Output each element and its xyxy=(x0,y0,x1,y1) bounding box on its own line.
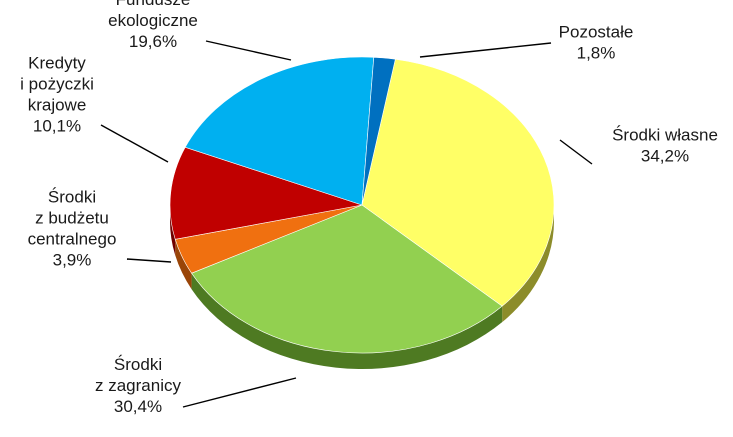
pie-side-0 xyxy=(502,205,554,323)
data-label-1: Środki z zagranicy 30,4% xyxy=(95,355,181,416)
data-label-value: 34,2% xyxy=(641,147,689,166)
data-label-name: Środki xyxy=(48,188,96,207)
data-label-name: z budżetu xyxy=(35,209,109,228)
data-label-name: Kredyty xyxy=(28,54,86,73)
data-label-3: Kredyty i pożyczki krajowe 10,1% xyxy=(20,54,94,136)
leader-line-0 xyxy=(559,139,593,165)
leader-line-1 xyxy=(182,377,297,408)
leader-line-3 xyxy=(100,124,169,163)
leader-line-4 xyxy=(205,40,292,61)
pie-slices xyxy=(169,56,555,354)
pie-slice-5 xyxy=(361,56,396,206)
data-label-name: centralnego xyxy=(28,230,117,249)
pie-slice-4 xyxy=(184,56,375,206)
data-label-value: 10,1% xyxy=(33,117,81,136)
data-label-name: ekologiczne xyxy=(108,11,198,30)
data-label-name: Środki własne xyxy=(612,126,718,145)
data-label-value: 3,9% xyxy=(53,251,92,270)
leader-line-5 xyxy=(419,42,552,58)
data-label-name: Pozostałe xyxy=(559,23,634,42)
data-label-0: Środki własne 34,2% xyxy=(612,126,718,166)
data-label-2: Środki z budżetu centralnego 3,9% xyxy=(28,188,117,270)
data-label-value: 1,8% xyxy=(577,44,616,63)
data-label-5: Pozostałe 1,8% xyxy=(559,23,634,63)
data-label-name: krajowe xyxy=(28,96,87,115)
data-label-value: 19,6% xyxy=(129,32,177,51)
pie-slice-1 xyxy=(191,204,503,354)
leader-line-2 xyxy=(126,258,172,263)
pie-side-2 xyxy=(175,239,192,290)
data-labels: Środki własne 34,2% Środki z zagranicy 30,4%… xyxy=(20,0,718,416)
data-label-name: z zagranicy xyxy=(95,376,181,395)
data-label-name: Środki xyxy=(114,355,162,374)
data-label-4: Fundusze ekologiczne 19,6% xyxy=(108,0,198,51)
pie-slice-0 xyxy=(361,58,555,307)
data-label-name: i pożyczki xyxy=(20,75,94,94)
data-label-name: Fundusze xyxy=(116,0,191,9)
data-label-value: 30,4% xyxy=(114,397,162,416)
pie-slice-3 xyxy=(169,146,363,240)
